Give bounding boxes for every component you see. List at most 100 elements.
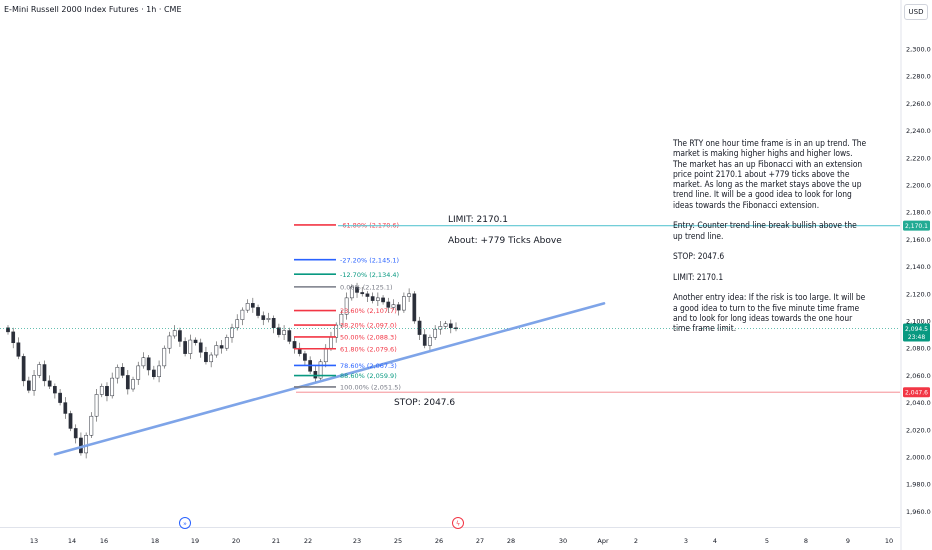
note-paragraph: STOP: 2047.6: [673, 251, 725, 262]
candle-body: [256, 307, 260, 316]
candle-body: [188, 339, 193, 354]
event-marker-glyph: »: [183, 521, 187, 528]
candle-body: [402, 296, 406, 311]
candle-body: [209, 354, 214, 363]
candle-body: [240, 309, 245, 320]
candle-body: [422, 334, 427, 346]
ticks-above-label: About: +779 Ticks Above: [448, 236, 562, 246]
candle-body: [292, 341, 297, 349]
y-tick-label: 2,000.0: [906, 454, 931, 462]
candle-body: [412, 293, 417, 322]
y-tick-label: 2,260.0: [906, 100, 931, 108]
candle-body: [219, 345, 224, 349]
candle-body: [370, 296, 375, 301]
candle-body: [329, 337, 333, 349]
candle-body: [334, 324, 339, 338]
note-paragraph: Entry: Counter trend line break bullish …: [673, 220, 857, 241]
candle-body: [230, 327, 234, 338]
candle-body: [178, 330, 182, 342]
candle-body: [198, 342, 203, 353]
candle-body: [355, 286, 359, 293]
x-tick-label: 19: [191, 537, 199, 545]
candle-body: [157, 365, 161, 378]
y-tick-label: 2,200.0: [906, 182, 931, 190]
limit-price-tag: 2,170.1: [905, 223, 928, 230]
fib-level-label: 100.00% (2,051.5): [340, 384, 401, 392]
candle-body: [167, 335, 172, 349]
x-tick-label: 8: [804, 537, 808, 545]
stop-label: STOP: 2047.6: [394, 398, 456, 408]
candle-body: [136, 365, 141, 380]
candle-body: [318, 361, 323, 379]
candle-body: [261, 315, 266, 320]
y-tick-label: 2,160.0: [906, 236, 931, 244]
candle-body: [386, 301, 391, 308]
candle-body: [323, 347, 328, 363]
candle-body: [141, 357, 146, 367]
candle-body: [131, 379, 135, 390]
y-tick-label: 2,280.0: [906, 73, 931, 81]
candle-body: [110, 377, 115, 397]
candle-body: [183, 341, 187, 354]
candle-body: [391, 304, 396, 308]
candle-body: [26, 380, 31, 391]
candle-body: [152, 369, 156, 378]
candle-body: [162, 347, 167, 367]
uptrend-line: [53, 302, 606, 456]
x-tick-label: 23: [353, 537, 361, 545]
x-tick-label: 26: [435, 537, 443, 545]
candle-body: [214, 345, 219, 356]
candle-body: [438, 326, 443, 330]
x-tick-label: 25: [394, 537, 402, 545]
earnings-marker-icon[interactable]: [452, 517, 464, 529]
note-paragraph: Another entry idea: If the risk is too l…: [673, 292, 866, 334]
x-tick-label: Apr: [597, 537, 609, 545]
limit-price-tag-bg: [903, 220, 930, 231]
y-tick-label: 2,060.0: [906, 372, 931, 380]
candle-body: [32, 375, 36, 391]
candle-body: [105, 386, 109, 397]
fib-level-label: -12.70% (2,134.4): [340, 271, 399, 279]
candle-body: [250, 303, 255, 308]
x-tick-label: 13: [30, 537, 38, 545]
x-tick-label: 21: [272, 537, 280, 545]
y-tick-label: 1,960.0: [906, 508, 931, 516]
limit-label: LIMIT: 2170.1: [448, 215, 508, 225]
x-tick-label: 16: [100, 537, 108, 545]
x-tick-label: 10: [885, 537, 893, 545]
candle-body: [21, 356, 26, 382]
candle-body: [381, 297, 385, 303]
y-tick-label: 2,240.0: [906, 127, 931, 135]
y-tick-label: 2,140.0: [906, 263, 931, 271]
candle-body: [443, 323, 448, 327]
analysis-note: The RTY one hour time frame is in an up …: [673, 138, 868, 344]
fib-level-label: 61.80% (2,079.6): [340, 345, 397, 353]
candle-body: [125, 375, 130, 390]
candle-body: [73, 428, 78, 439]
candle-body: [266, 318, 271, 320]
y-tick-label: 1,980.0: [906, 481, 931, 489]
candle-body: [344, 297, 349, 315]
candle-body: [53, 386, 57, 394]
y-tick-label: 2,100.0: [906, 318, 931, 326]
candle-body: [47, 380, 52, 387]
y-tick-label: 2,040.0: [906, 399, 931, 407]
fib-level-label: 78.60% (2,067.3): [340, 362, 397, 370]
candle-body: [79, 437, 83, 454]
candle-body: [428, 337, 432, 346]
candle-body: [245, 303, 250, 311]
x-tick-label: 9: [846, 537, 850, 545]
candle-body: [172, 330, 177, 337]
x-tick-label: 22: [304, 537, 312, 545]
candle-body: [339, 313, 344, 326]
last-price-time: 23:48: [908, 334, 925, 341]
currency-button[interactable]: USD: [904, 4, 928, 20]
candle-body: [360, 292, 365, 295]
candle-body: [407, 293, 411, 297]
candle-body: [313, 371, 318, 379]
candle-body: [11, 331, 16, 344]
candle-body: [417, 320, 422, 335]
event-marker-icon[interactable]: [179, 517, 191, 529]
candle-body: [16, 342, 21, 357]
